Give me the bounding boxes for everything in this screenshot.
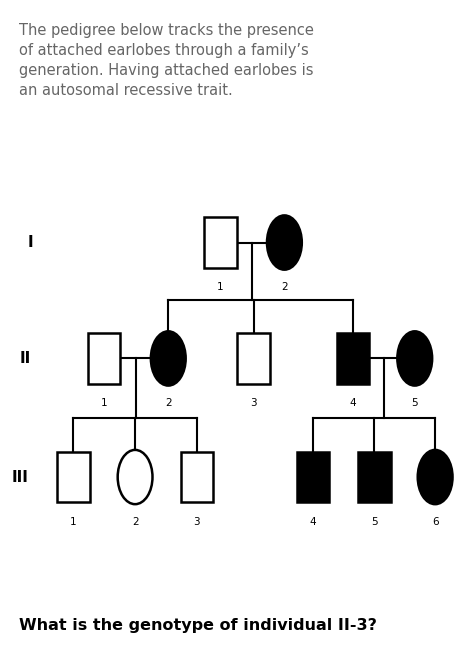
FancyBboxPatch shape (88, 333, 120, 383)
Ellipse shape (418, 450, 453, 504)
Ellipse shape (151, 331, 186, 385)
Text: 1: 1 (101, 398, 108, 408)
FancyBboxPatch shape (237, 333, 270, 383)
Text: What is the genotype of individual II-3?: What is the genotype of individual II-3? (19, 618, 377, 633)
Text: 2: 2 (165, 398, 172, 408)
Text: 3: 3 (250, 398, 257, 408)
Text: II: II (20, 351, 31, 366)
Ellipse shape (397, 331, 432, 385)
Text: 1: 1 (70, 517, 77, 527)
FancyBboxPatch shape (181, 452, 213, 502)
Text: 3: 3 (193, 517, 200, 527)
FancyBboxPatch shape (297, 452, 329, 502)
Text: 4: 4 (350, 398, 356, 408)
Text: 2: 2 (281, 283, 288, 292)
Text: The pedigree below tracks the presence
of attached earlobes through a family’s
g: The pedigree below tracks the presence o… (19, 23, 314, 98)
FancyBboxPatch shape (57, 452, 90, 502)
Text: 5: 5 (411, 398, 418, 408)
Text: 1: 1 (217, 283, 224, 292)
Text: 6: 6 (432, 517, 438, 527)
Text: I: I (28, 235, 34, 250)
Ellipse shape (118, 450, 153, 504)
Text: 5: 5 (371, 517, 378, 527)
Text: 2: 2 (132, 517, 138, 527)
FancyBboxPatch shape (337, 333, 369, 383)
Text: 4: 4 (310, 517, 316, 527)
FancyBboxPatch shape (358, 452, 391, 502)
Text: III: III (11, 470, 28, 484)
Ellipse shape (267, 216, 302, 269)
FancyBboxPatch shape (204, 217, 237, 267)
